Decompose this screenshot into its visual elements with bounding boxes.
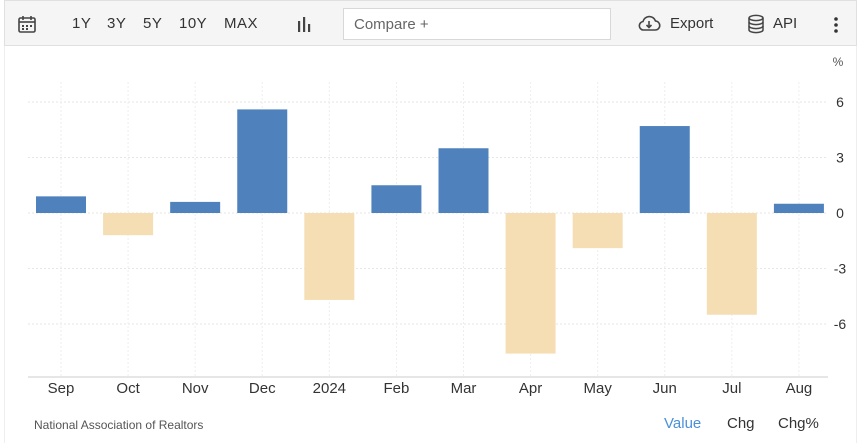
y-tick-label: 3 <box>836 150 844 166</box>
bar-feb[interactable] <box>371 185 422 213</box>
chart-toolbar: 1Y 3Y 5Y 10Y MAX Export API <box>4 0 857 46</box>
range-max-button[interactable]: MAX <box>224 15 259 32</box>
bar-chart: 6 3 0 -3 -6% Sep Oct Nov Dec 2024 Feb Mar Apr May Jun J… <box>28 55 847 397</box>
x-tick-label: Apr <box>519 380 542 397</box>
range-5y-button[interactable]: 5Y <box>143 15 163 32</box>
y-tick-label: 0 <box>836 205 844 221</box>
more-vertical-icon[interactable] <box>833 16 839 34</box>
mode-value-button[interactable]: Value <box>664 415 702 432</box>
y-tick-label: 6 <box>836 94 844 110</box>
bar-sep[interactable] <box>36 196 86 213</box>
x-tick-label: Mar <box>451 380 477 397</box>
api-button[interactable]: API <box>773 15 798 32</box>
bar-mar[interactable] <box>438 148 489 213</box>
bar-apr[interactable] <box>505 213 556 354</box>
chart-area: 6 3 0 -3 -6% Sep Oct Nov Dec 2024 Feb Mar Apr May Jun J… <box>0 46 861 443</box>
export-button[interactable]: Export <box>670 15 714 32</box>
calendar-icon[interactable] <box>17 14 37 34</box>
compare-input[interactable] <box>343 8 611 40</box>
bar-dec[interactable] <box>237 109 288 213</box>
bar-jun[interactable] <box>639 126 690 213</box>
range-10y-button[interactable]: 10Y <box>179 15 208 32</box>
y-unit-label: % <box>833 55 844 69</box>
range-1y-button[interactable]: 1Y <box>72 15 92 32</box>
source-label: National Association of Realtors <box>34 418 204 432</box>
y-tick-label: -6 <box>834 316 847 332</box>
bar-chart-icon[interactable] <box>295 15 313 33</box>
chart-frame <box>4 46 857 443</box>
range-3y-button[interactable]: 3Y <box>107 15 127 32</box>
bar-may[interactable] <box>572 213 623 249</box>
x-tick-label: Sep <box>48 380 75 397</box>
database-icon[interactable] <box>747 14 765 34</box>
x-tick-label: May <box>583 380 612 397</box>
x-tick-label: Oct <box>116 380 140 397</box>
bar-2024[interactable] <box>304 213 355 300</box>
x-tick-label: 2024 <box>313 380 346 397</box>
x-tick-label: Jun <box>653 380 677 397</box>
x-tick-label: Dec <box>249 380 276 397</box>
x-tick-label: Aug <box>786 380 813 397</box>
x-tick-label: Feb <box>383 380 409 397</box>
x-tick-label: Nov <box>182 380 209 397</box>
bar-nov[interactable] <box>170 201 221 213</box>
bar-jul[interactable] <box>706 213 757 315</box>
bar-aug[interactable] <box>773 203 824 213</box>
bar-oct[interactable] <box>103 213 154 236</box>
cloud-download-icon[interactable] <box>637 15 661 33</box>
mode-chg-button[interactable]: Chg <box>727 415 755 432</box>
x-tick-label: Jul <box>722 380 741 397</box>
mode-chg-pct-button[interactable]: Chg% <box>778 415 819 432</box>
y-tick-label: -3 <box>834 261 847 277</box>
